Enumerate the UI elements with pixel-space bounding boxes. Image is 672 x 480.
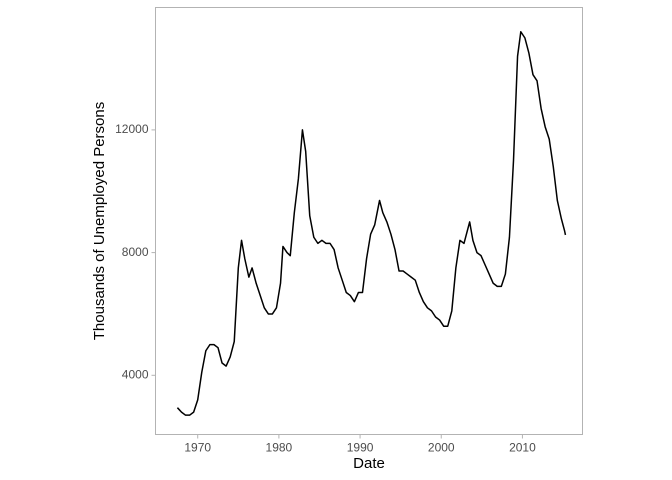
x-axis-title: Date (353, 455, 385, 472)
y-tick-label: 12000 (115, 122, 149, 136)
x-tick-label: 2000 (428, 441, 455, 455)
y-tick-label: 8000 (122, 245, 149, 259)
panel-border (155, 7, 583, 435)
y-tick-label: 4000 (122, 367, 149, 381)
y-axis-title: Thousands of Unemployed Persons (91, 102, 108, 340)
data-line (176, 30, 567, 416)
x-tick-label: 1970 (184, 441, 211, 455)
x-tick-label: 1980 (266, 441, 293, 455)
x-tick-label: 1990 (347, 441, 374, 455)
x-tick-label: 2010 (509, 441, 536, 455)
